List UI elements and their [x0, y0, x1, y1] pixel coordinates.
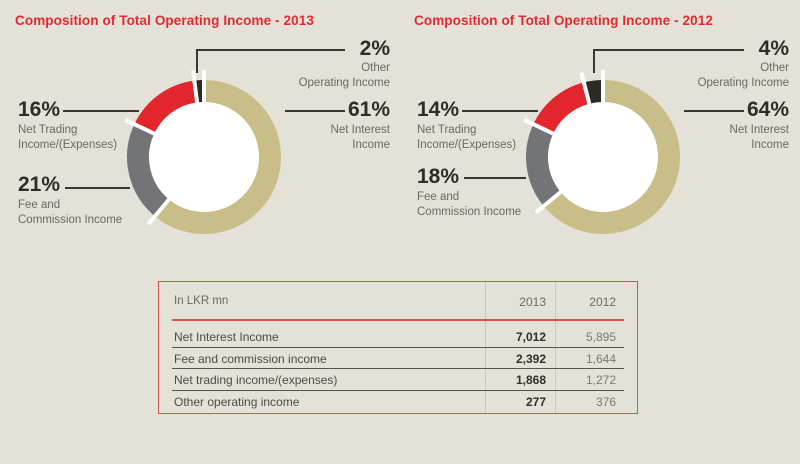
callout-line-other-h — [196, 49, 345, 51]
percent-other-operating-income: 2% — [359, 37, 390, 60]
segment-separator — [146, 193, 175, 226]
table-header: In LKR mn 2013 2012 — [172, 282, 624, 319]
callout-line-other-v — [593, 49, 595, 73]
callout-line-other-h — [593, 49, 744, 51]
table-column-header-2013: 2013 — [519, 295, 546, 309]
label-other-operating-income: Other Operating Income — [697, 62, 789, 89]
label-net-interest-income: Net Interest Income — [330, 124, 390, 151]
donut-chart-2013 — [124, 70, 281, 234]
label-fee-commission-income: Fee and Commission Income — [417, 191, 522, 218]
row-value-2012: 5,895 — [585, 330, 616, 344]
row-value-2012: 1,272 — [585, 373, 616, 387]
table-header-rule — [172, 319, 624, 321]
callout-line-fee-commission — [464, 177, 526, 179]
percent-net-trading-income: 14% — [417, 98, 460, 121]
callout-line-net-trading — [462, 110, 538, 112]
row-value-2013: 1,868 — [515, 373, 546, 387]
callout-line-net-trading — [63, 110, 139, 112]
chart-title-2013: Composition of Total Operating Income - … — [15, 13, 314, 28]
donut-chart-2012 — [523, 70, 680, 234]
row-value-2012: 376 — [595, 394, 616, 409]
table-column-guide — [555, 282, 556, 413]
callout-line-other-v — [196, 49, 198, 73]
chart-2012: Composition of Total Operating Income - … — [399, 0, 799, 272]
segment-separator — [579, 72, 593, 111]
segment-separator — [534, 186, 567, 215]
label-net-trading-income: Net Trading Income/(Expenses) — [18, 124, 118, 151]
table-unit-label: In LKR mn — [174, 295, 229, 307]
row-value-2013: 7,012 — [515, 330, 546, 344]
table-row: Net trading income/(expenses) 1,868 1,27… — [172, 369, 624, 391]
table-row: Other operating income 277 376 — [172, 391, 624, 413]
chart-2013: Composition of Total Operating Income - … — [0, 0, 400, 272]
segment-separator — [523, 118, 560, 138]
callout-line-fee-commission — [65, 187, 130, 189]
label-net-trading-income: Net Trading Income/(Expenses) — [417, 124, 517, 151]
label-fee-commission-income: Fee and Commission Income — [18, 199, 123, 226]
donut-segment — [154, 80, 281, 234]
row-label: Net trading income/(expenses) — [174, 373, 338, 387]
label-net-interest-income: Net Interest Income — [729, 124, 789, 151]
table-column-guide — [485, 282, 486, 413]
table-row: Fee and commission income 2,392 1,644 — [172, 348, 624, 369]
row-label: Other operating income — [174, 394, 300, 409]
percent-net-interest-income: 61% — [347, 98, 390, 121]
percent-other-operating-income: 4% — [758, 37, 789, 60]
row-value-2013: 2,392 — [515, 351, 546, 366]
row-value-2012: 1,644 — [585, 351, 616, 366]
percent-net-interest-income: 64% — [746, 98, 789, 121]
chart-title-2012: Composition of Total Operating Income - … — [414, 13, 713, 28]
segment-separator — [124, 118, 161, 138]
donut-segment — [543, 80, 680, 234]
row-value-2013: 277 — [525, 394, 546, 409]
donut-segment — [526, 124, 561, 207]
callout-line-net-interest — [285, 110, 345, 112]
donut-segment — [127, 124, 170, 217]
percent-fee-commission-income: 21% — [18, 173, 61, 196]
row-label: Fee and commission income — [174, 351, 327, 366]
percent-net-trading-income: 16% — [18, 98, 61, 121]
percent-fee-commission-income: 18% — [417, 165, 460, 188]
donut-hole — [547, 101, 659, 213]
donut-hole — [148, 101, 260, 213]
donut-segment — [134, 80, 198, 135]
row-label: Net Interest Income — [174, 330, 279, 344]
table-body: Net Interest Income 7,012 5,895 Fee and … — [172, 326, 624, 412]
summary-table: In LKR mn 2013 2012 Net Interest Income … — [158, 281, 638, 414]
segment-separator — [191, 70, 200, 109]
table-column-header-2012: 2012 — [589, 295, 616, 309]
donut-segment — [533, 82, 590, 135]
label-other-operating-income: Other Operating Income — [298, 62, 390, 89]
table-row: Net Interest Income 7,012 5,895 — [172, 326, 624, 348]
callout-line-net-interest — [684, 110, 744, 112]
donut-segment — [583, 79, 604, 104]
